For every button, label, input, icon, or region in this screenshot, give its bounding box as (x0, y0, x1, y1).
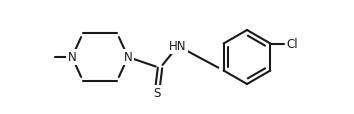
Text: HN: HN (169, 40, 187, 53)
Text: N: N (124, 51, 132, 64)
Text: S: S (153, 87, 161, 100)
Text: Cl: Cl (286, 38, 298, 51)
Text: N: N (68, 51, 76, 64)
